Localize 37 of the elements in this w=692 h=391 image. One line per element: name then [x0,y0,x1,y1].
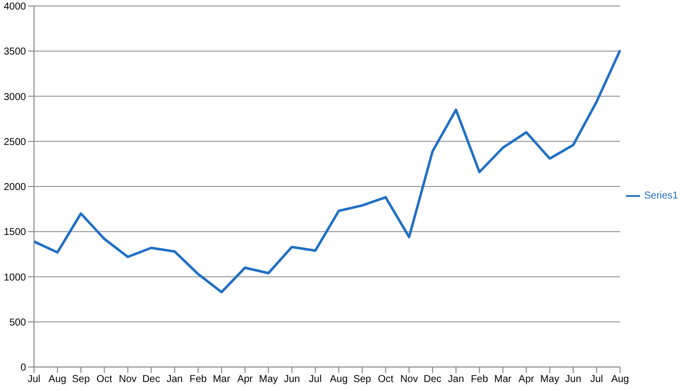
x-tick-label: Jun [565,374,582,386]
x-tick-label: Jan [166,374,183,386]
x-tick-label: Aug [611,374,629,386]
y-tick-label: 1500 [4,227,26,238]
x-tick-label: Apr [518,374,535,386]
x-tick-label: Feb [470,374,488,386]
legend-label: Series1 [644,190,678,202]
x-tick-label: Jun [284,374,300,386]
x-tick-label: Dec [142,374,160,386]
x-tick-label: Jul [590,374,604,386]
x-tick-label: Nov [400,374,418,386]
x-tick-label: Jul [308,374,322,386]
x-tick-label: Apr [237,374,254,386]
y-tick-label: 2000 [4,182,26,194]
x-tick-label: Sep [72,374,90,386]
y-tick-label: 500 [9,317,26,328]
x-tick-label: Oct [378,374,394,386]
x-tick-label: Feb [189,374,208,386]
y-tick-label: 0 [20,362,26,374]
y-tick-label: 4000 [4,2,26,13]
x-tick-label: May [540,374,560,386]
y-tick-label: 2500 [4,136,26,148]
x-tick-label: Aug [330,374,348,386]
x-tick-label: Mar [494,374,512,386]
x-tick-label: May [258,374,278,386]
x-tick-label: Jan [448,374,464,386]
x-tick-label: Oct [96,374,112,386]
y-tick-label: 3000 [4,92,26,103]
x-tick-label: Dec [424,374,442,386]
y-tick-label: 1000 [4,272,26,284]
x-tick-label: Jul [28,374,40,386]
y-tick-label: 3500 [4,46,26,58]
line-series [32,48,622,294]
x-tick-label: Nov [118,374,137,386]
x-tick-label: Aug [48,374,66,386]
x-tick-label: Mar [212,374,231,386]
x-tick-label: Sep [353,374,372,386]
